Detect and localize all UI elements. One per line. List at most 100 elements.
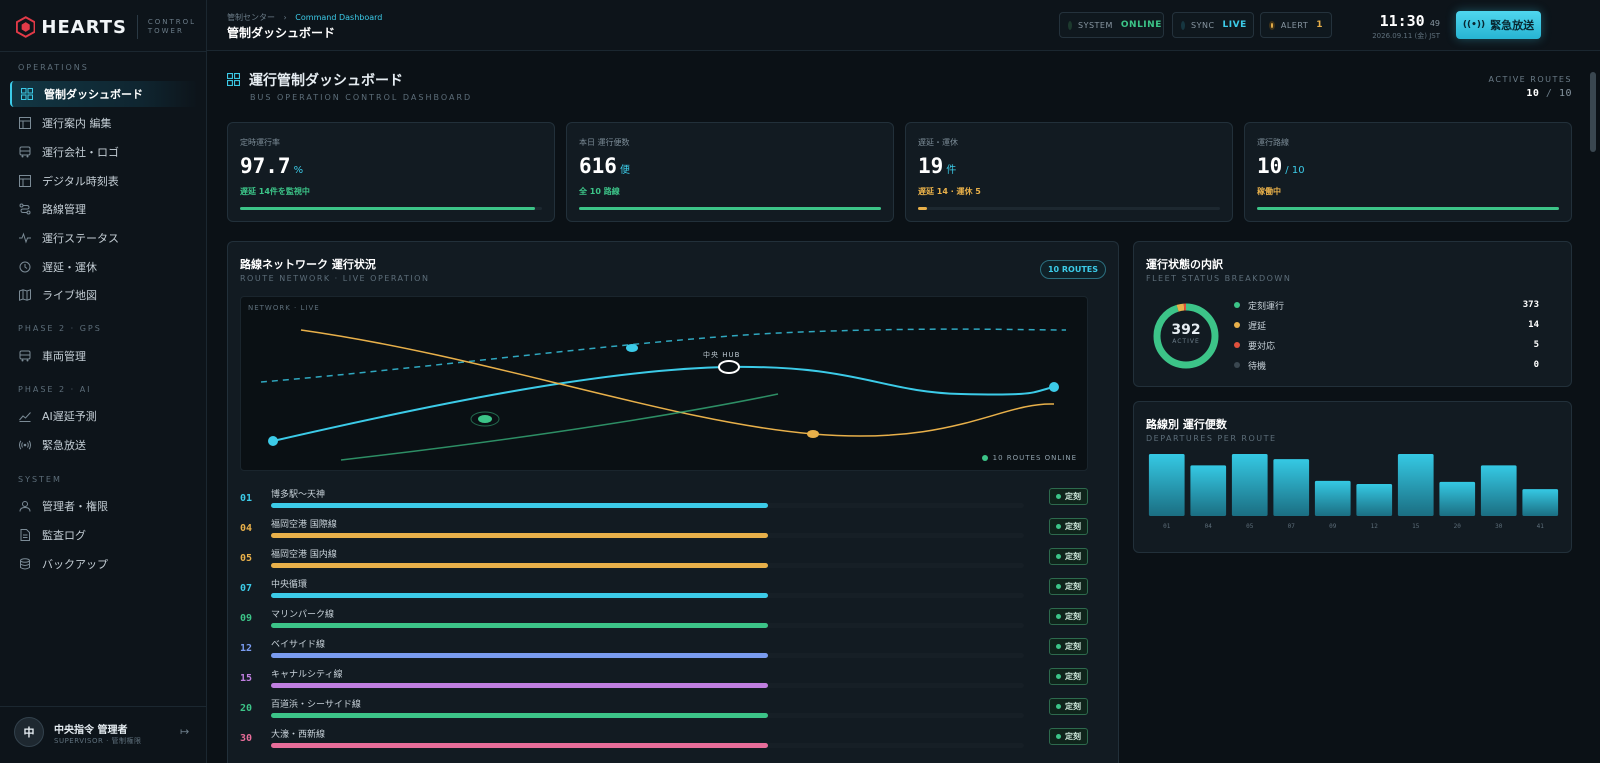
route-progress-track: [271, 653, 1024, 658]
emergency-broadcast-button[interactable]: ((•)) 緊急放送: [1456, 11, 1541, 39]
kpi-unit: / 10: [1285, 165, 1305, 176]
route-line-blue: [272, 365, 1055, 442]
active-routes: ACTIVE ROUTES 10 / 10: [1489, 75, 1572, 99]
section-phase2-ai: PHASE 2 · AI: [18, 385, 92, 394]
route-status-badge: 定刻: [1049, 488, 1088, 505]
legend-label: 待機: [1248, 361, 1267, 372]
route-row[interactable]: 20 百道浜・シーサイド線 定刻: [240, 697, 1088, 727]
status-system-pill: SYSTEM ONLINE: [1059, 12, 1164, 38]
route-progress-fill: [271, 653, 768, 658]
network-label: NETWORK · LIVE: [248, 304, 320, 312]
scrollbar-thumb[interactable]: [1590, 72, 1596, 152]
sidebar-item-delays[interactable]: 遅延・運休: [10, 254, 198, 280]
breadcrumb-separator: ›: [283, 13, 287, 22]
bar-route-20[interactable]: [1439, 481, 1476, 516]
bar-route-30[interactable]: [1480, 465, 1517, 516]
bar-label: 12: [1371, 523, 1379, 530]
route-network-panel: 路線ネットワーク 運行状況 ROUTE NETWORK · LIVE OPERA…: [227, 241, 1119, 763]
bar-route-09[interactable]: [1314, 480, 1351, 516]
stop-marker: [626, 344, 638, 352]
fleet-total-value: 392: [1171, 322, 1201, 338]
route-icon: [18, 202, 32, 216]
bar-route-04[interactable]: [1190, 465, 1227, 516]
kpi-progress-fill: [918, 207, 928, 210]
route-row[interactable]: 09 マリンパーク線 定刻: [240, 607, 1088, 637]
sidebar-item-audit-log[interactable]: 監査ログ: [10, 522, 198, 548]
bus-icon: [18, 349, 32, 363]
logout-icon[interactable]: ↦: [180, 725, 190, 738]
sidebar-item-backup[interactable]: バックアップ: [10, 551, 198, 577]
scrollbar[interactable]: [1590, 52, 1596, 742]
sidebar-item-timetable[interactable]: デジタル時刻表: [10, 168, 198, 194]
departures-bar-chart: 01 04 05 07 09 12 15 20 30 41: [1148, 454, 1559, 530]
routes-count-badge[interactable]: 10 ROUTES: [1039, 260, 1106, 279]
brand-logo[interactable]: HEARTS CONTROL TOWER: [16, 12, 196, 42]
sidebar-item-status[interactable]: 運行ステータス: [10, 225, 198, 251]
route-line-orange: [300, 329, 1055, 437]
sidebar-item-broadcast[interactable]: 緊急放送: [10, 432, 198, 458]
bar-label: 01: [1163, 523, 1171, 530]
route-row[interactable]: 07 中央循環 定刻: [240, 577, 1088, 607]
bar-route-15[interactable]: [1397, 454, 1434, 516]
route-row[interactable]: 15 キャナルシティ線 定刻: [240, 667, 1088, 697]
clock-time: 11:30: [1379, 12, 1425, 30]
sidebar-item-label: 運行会社・ロゴ: [42, 146, 119, 159]
fleet-status-panel: 運行状態の内訳 FLEET STATUS BREAKDOWN 392 ACTIV…: [1133, 241, 1572, 387]
sidebar-item-operators[interactable]: 運行会社・ロゴ: [10, 139, 198, 165]
bar-label: 09: [1329, 523, 1337, 530]
kpi-delays-cancellations: 遅延・運休 19 件 遅延 14 · 運休 5: [905, 122, 1233, 222]
active-routes-value-row: 10 / 10: [1489, 88, 1572, 99]
route-name: マリンパーク線: [271, 610, 335, 620]
stop-marker: [268, 436, 278, 446]
kpi-on-time-rate: 定時運行率 97.7% 遅延 14件を監視中: [227, 122, 555, 222]
top-header: 管制センター › Command Dashboard 管制ダッシュボード SYS…: [207, 0, 1600, 51]
route-name: 福岡空港 国際線: [271, 520, 337, 530]
sidebar-item-label: ライブ地図: [42, 289, 97, 302]
route-row[interactable]: 01 博多駅〜天神 定刻: [240, 487, 1088, 517]
sidebar-item-routes[interactable]: 路線管理: [10, 196, 198, 222]
route-id: 20: [240, 703, 253, 714]
bar-route-01[interactable]: [1148, 454, 1185, 516]
grid-icon: [227, 73, 241, 87]
status-dot-icon: [1056, 704, 1061, 709]
sidebar-item-live-map[interactable]: ライブ地図: [10, 282, 198, 308]
sidebar-item-vehicles[interactable]: 車両管理: [10, 343, 198, 369]
status-alert-pill[interactable]: ALERT 1: [1260, 12, 1332, 38]
section-operations: OPERATIONS: [18, 63, 89, 72]
active-routes-label: ACTIVE ROUTES: [1488, 75, 1572, 84]
sidebar-item-notice-edit[interactable]: 運行案内 編集: [10, 110, 198, 136]
clock-date: 2026.09.11 (金) JST: [1372, 32, 1440, 40]
bar-route-12[interactable]: [1356, 483, 1393, 516]
breadcrumb-current: Command Dashboard: [295, 13, 383, 22]
sidebar-item-dashboard[interactable]: 管制ダッシュボード: [10, 81, 198, 107]
route-row[interactable]: 04 福岡空港 国際線 定刻: [240, 517, 1088, 547]
network-lines: [260, 328, 1067, 461]
route-progress-fill: [271, 623, 768, 628]
brand-tagline-line2: TOWER: [147, 27, 184, 35]
kpi-progress-fill: [1257, 207, 1559, 210]
route-name: 博多駅〜天神: [271, 490, 326, 500]
route-row[interactable]: 30 大濠・西新線 定刻: [240, 727, 1088, 757]
sidebar-item-label: 車両管理: [42, 350, 86, 363]
status-dot-icon: [1056, 674, 1061, 679]
avatar[interactable]: 中: [14, 717, 44, 747]
status-dot-icon: [1068, 20, 1072, 30]
bar-route-41[interactable]: [1522, 489, 1559, 516]
sidebar-item-ai-delay[interactable]: AI遅延予測: [10, 403, 198, 429]
route-status-badge: 定刻: [1049, 608, 1088, 625]
route-name: ベイサイド線: [271, 640, 326, 650]
dashed-route-line: [260, 328, 1067, 383]
route-row[interactable]: 05 福岡空港 国内線 定刻: [240, 547, 1088, 577]
status-sync-label: SYNC: [1191, 20, 1215, 30]
breadcrumb-root[interactable]: 管制センター: [227, 13, 275, 22]
user-role: SUPERVISOR · 管制権限: [54, 737, 142, 745]
sidebar-item-admins[interactable]: 管理者・権限: [10, 493, 198, 519]
route-status-text: 定刻: [1065, 552, 1081, 561]
brand-tagline: CONTROL TOWER: [148, 18, 196, 36]
route-row[interactable]: 12 ベイサイド線 定刻: [240, 637, 1088, 667]
brand-name: HEARTS: [41, 16, 127, 38]
route-status-badge: 定刻: [1049, 518, 1088, 535]
bar-route-05[interactable]: [1231, 454, 1268, 516]
network-map[interactable]: NETWORK · LIVE 中央 HUB 10 ROUTES ONLINE: [240, 296, 1088, 471]
bar-route-07[interactable]: [1273, 459, 1310, 516]
